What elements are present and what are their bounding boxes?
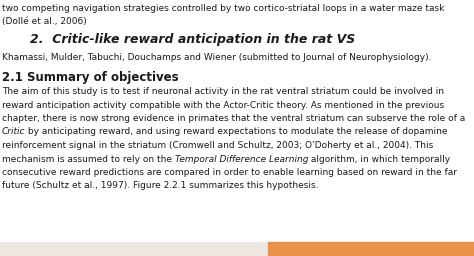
Text: consecutive reward predictions are compared in order to enable learning based on: consecutive reward predictions are compa… <box>2 168 457 177</box>
Text: by anticipating reward, and using reward expectations to modulate the release of: by anticipating reward, and using reward… <box>26 127 448 136</box>
Bar <box>268 242 474 256</box>
Bar <box>0 242 268 256</box>
Text: 2.  Critic-like reward anticipation in the rat VS: 2. Critic-like reward anticipation in th… <box>30 33 355 46</box>
Text: reward anticipation activity compatible with the Actor-Critic theory. As mention: reward anticipation activity compatible … <box>2 101 444 110</box>
Text: Temporal Difference Learning: Temporal Difference Learning <box>175 155 309 164</box>
Text: two competing navigation strategies controlled by two cortico-striatal loops in : two competing navigation strategies cont… <box>2 4 444 13</box>
Text: 2.1 Summary of objectives: 2.1 Summary of objectives <box>2 71 179 84</box>
Text: Khamassi, Mulder, Tabuchi, Douchamps and Wiener (submitted to Journal of Neuroph: Khamassi, Mulder, Tabuchi, Douchamps and… <box>2 53 431 62</box>
Text: algorithm, in which temporally: algorithm, in which temporally <box>309 155 450 164</box>
Text: mechanism is assumed to rely on the: mechanism is assumed to rely on the <box>2 155 175 164</box>
Text: reinforcement signal in the striatum (Cromwell and Schultz, 2003; O’Doherty et a: reinforcement signal in the striatum (Cr… <box>2 141 433 150</box>
Text: (Dollé et al., 2006): (Dollé et al., 2006) <box>2 17 87 26</box>
Text: future (Schultz et al., 1997). Figure 2.2.1 summarizes this hypothesis.: future (Schultz et al., 1997). Figure 2.… <box>2 182 319 190</box>
Text: Critic: Critic <box>2 127 26 136</box>
Text: The aim of this study is to test if neuronal activity in the rat ventral striatu: The aim of this study is to test if neur… <box>2 87 444 96</box>
Text: chapter, there is now strong evidence in primates that the ventral striatum can : chapter, there is now strong evidence in… <box>2 114 465 123</box>
